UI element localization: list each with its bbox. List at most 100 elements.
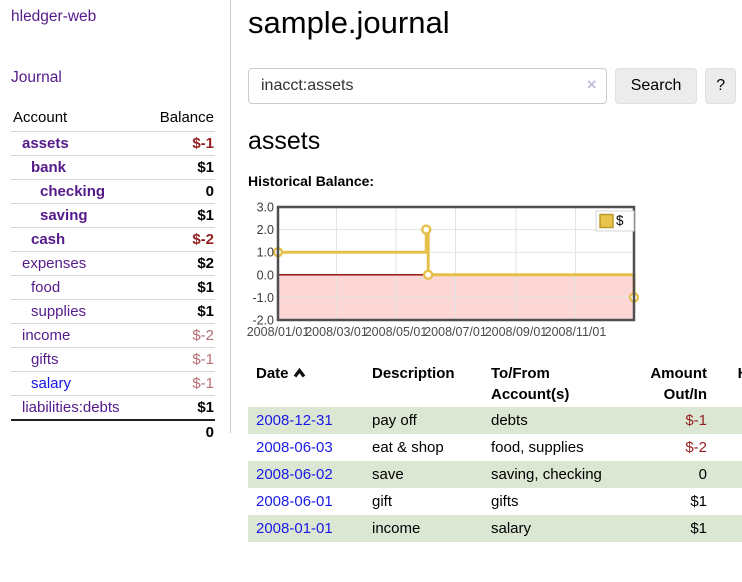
transaction-description: income: [372, 520, 421, 537]
accounts-table: Account Balance assets $-1 bank $1 checking 0…: [11, 107, 215, 444]
nav-journal-link[interactable]: Journal: [11, 69, 62, 86]
balance-chart-svg: $3.0 2.0 1.0 0.0 -1.0 -2.02008/01/012008/03/0…: [247, 201, 640, 339]
transaction-date-link[interactable]: 2008-12-31: [256, 412, 333, 429]
svg-text:2008/05/01: 2008/05/01: [365, 325, 428, 339]
sidebar-account-link[interactable]: salary: [31, 375, 72, 392]
sidebar-account-link[interactable]: saving: [40, 207, 88, 224]
account-row: salary $-1: [11, 371, 215, 396]
register-header-amount-out-in: Amount Out/In: [650, 365, 707, 403]
svg-text:-2.0: -2.0: [252, 314, 274, 328]
account-balance: $1: [144, 275, 215, 300]
search-button[interactable]: Search: [614, 68, 698, 104]
account-row: gifts $-1: [11, 347, 215, 372]
transaction-amount: $1: [690, 520, 707, 537]
svg-text:-1.0: -1.0: [252, 291, 274, 305]
account-balance: $-1: [144, 347, 215, 372]
register-table: Date Description To/From Account(s) Amount …: [248, 361, 742, 542]
account-row: checking 0: [11, 179, 215, 204]
transaction-date-link[interactable]: 2008-06-02: [256, 466, 333, 483]
accounts-total-row: 0: [11, 419, 215, 444]
svg-text:2008/11/01: 2008/11/01: [545, 325, 607, 339]
register-row: 2008-06-01 gift gifts $1 $2: [248, 488, 742, 515]
transaction-description: pay off: [372, 412, 417, 429]
transaction-amount: $-2: [685, 439, 707, 456]
transaction-accounts: salary: [491, 520, 532, 537]
account-balance: $2: [144, 251, 215, 276]
account-row: supplies $1: [11, 299, 215, 324]
account-balance: $1: [144, 395, 215, 420]
transaction-amount: 0: [698, 466, 707, 483]
transaction-date-link[interactable]: 2008-06-03: [256, 439, 333, 456]
transaction-description: save: [372, 466, 404, 483]
svg-text:1.0: 1.0: [257, 246, 274, 260]
register-header-date[interactable]: Date: [248, 361, 364, 407]
account-balance: $-2: [144, 323, 215, 348]
svg-text:2008/01/01: 2008/01/01: [247, 325, 310, 339]
svg-text:$: $: [616, 213, 624, 228]
main-panel: sample.journal × Search ? assets Histori…: [247, 0, 742, 542]
transaction-amount: $1: [690, 493, 707, 510]
svg-text:3.0: 3.0: [257, 201, 274, 215]
transaction-accounts: debts: [491, 412, 528, 429]
account-balance: $1: [144, 155, 215, 180]
sidebar-account-link[interactable]: income: [22, 327, 71, 344]
transaction-date-link[interactable]: 2008-01-01: [256, 520, 333, 537]
sidebar-account-link[interactable]: food: [31, 279, 61, 296]
sidebar-account-link[interactable]: cash: [31, 231, 66, 248]
page-title: sample.journal: [248, 5, 450, 40]
account-row: food $1: [11, 275, 215, 300]
transaction-amount: $-1: [685, 412, 707, 429]
accounts-header-account: Account: [13, 109, 68, 126]
svg-text:2.0: 2.0: [257, 223, 274, 237]
sidebar-account-link[interactable]: checking: [40, 183, 106, 200]
transaction-balance: $2: [715, 461, 742, 488]
register-header-description: Description: [372, 365, 455, 382]
search-input-wrap: ×: [248, 68, 607, 104]
sidebar-account-link[interactable]: expenses: [22, 255, 87, 272]
transaction-accounts: gifts: [491, 493, 519, 510]
account-row: saving $1: [11, 203, 215, 228]
transaction-date-link[interactable]: 2008-06-01: [256, 493, 333, 510]
sidebar-account-link[interactable]: bank: [31, 159, 67, 176]
chart-title: Historical Balance:: [248, 173, 375, 189]
account-row: bank $1: [11, 155, 215, 180]
sidebar-account-link[interactable]: liabilities:debts: [22, 399, 120, 416]
register-row: 2008-01-01 income salary $1 $1: [248, 515, 742, 542]
register-header-historical-balance: Historical Balance: [715, 361, 742, 407]
account-row: cash $-2: [11, 227, 215, 252]
account-row: expenses $2: [11, 251, 215, 276]
clear-search-icon[interactable]: ×: [586, 75, 597, 94]
transaction-balance: $2: [715, 488, 742, 515]
account-row: income $-2: [11, 323, 215, 348]
transaction-balance: $-1: [715, 407, 742, 434]
sidebar-account-link[interactable]: supplies: [31, 303, 87, 320]
transaction-accounts: food, supplies: [491, 439, 584, 456]
help-button[interactable]: ?: [705, 68, 736, 104]
transaction-description: gift: [372, 493, 393, 510]
transaction-balance: $1: [715, 515, 742, 542]
register-row: 2008-06-02 save saving, checking 0 $2: [248, 461, 742, 488]
account-balance: $-1: [144, 131, 215, 156]
brand-link[interactable]: hledger-web: [11, 8, 97, 25]
svg-text:2008/03/01: 2008/03/01: [305, 325, 368, 339]
sidebar: hledger-web Journal Account Balance asse…: [0, 0, 231, 444]
svg-text:2008/09/01: 2008/09/01: [485, 325, 548, 339]
account-balance: $1: [144, 203, 215, 228]
svg-text:2008/07/01: 2008/07/01: [424, 325, 487, 339]
svg-text:0.0: 0.0: [257, 268, 274, 282]
account-balance: $1: [144, 299, 215, 324]
chart-legend: $: [595, 210, 635, 232]
register-row: 2008-06-03 eat & shop food, supplies $-2 0: [248, 434, 742, 461]
accounts-header-balance: Balance: [159, 109, 214, 126]
accounts-total-balance: 0: [144, 419, 215, 444]
transaction-balance: 0: [715, 434, 742, 461]
register-row: 2008-12-31 pay off debts $-1 $-1: [248, 407, 742, 434]
account-row: assets $-1: [11, 131, 215, 156]
sidebar-account-link[interactable]: assets: [22, 135, 69, 152]
register-header-to-from-account-s-: To/From Account(s): [491, 365, 570, 403]
search-input[interactable]: [248, 68, 607, 104]
balance-chart: $3.0 2.0 1.0 0.0 -1.0 -2.0 2008/01/01 2008/03/0…: [247, 199, 736, 341]
sort-ascending-icon: [293, 368, 305, 378]
sidebar-account-link[interactable]: gifts: [31, 351, 59, 368]
account-balance: $-1: [144, 371, 215, 396]
